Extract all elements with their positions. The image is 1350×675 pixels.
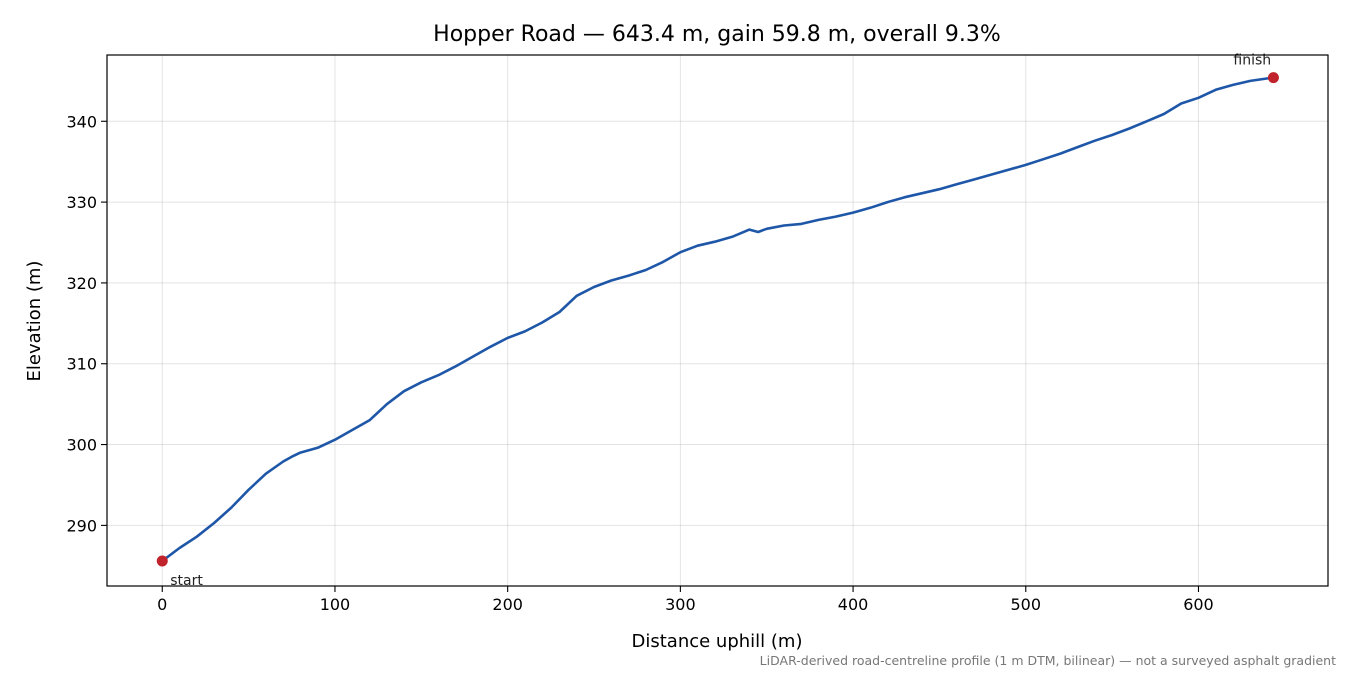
plot-area: start finish xyxy=(156,53,1279,589)
chart-title: Hopper Road — 643.4 m, gain 59.8 m, over… xyxy=(433,22,1001,47)
y-tick-label: 340 xyxy=(66,112,97,131)
y-tick-label: 310 xyxy=(66,355,97,374)
elevation-line xyxy=(161,76,1274,562)
start-label: start xyxy=(170,573,203,589)
x-tick-label: 0 xyxy=(157,595,167,614)
x-tick-label: 200 xyxy=(492,595,523,614)
plot-frame xyxy=(106,54,1329,587)
y-tick-label: 320 xyxy=(66,274,97,293)
x-tick-label: 400 xyxy=(838,595,869,614)
y-tick-label: 300 xyxy=(66,436,97,455)
x-tick-label: 100 xyxy=(320,595,351,614)
y-tick-label: 330 xyxy=(66,193,97,212)
y-axis-label: Elevation (m) xyxy=(24,261,45,382)
grid-lines xyxy=(107,55,1328,586)
start-marker xyxy=(156,555,168,567)
finish-marker xyxy=(1267,72,1279,84)
finish-label: finish xyxy=(1233,53,1271,69)
footnote: LiDAR-derived road-centreline profile (1… xyxy=(760,653,1336,668)
x-tick-label: 500 xyxy=(1010,595,1041,614)
x-tick-label: 300 xyxy=(665,595,696,614)
y-tick-label: 290 xyxy=(66,516,97,535)
x-tick-label: 600 xyxy=(1183,595,1214,614)
axis-ticks: 0 100 200 300 400 500 600 290 300 310 320 330 340 xyxy=(66,112,1213,614)
x-axis-label: Distance uphill (m) xyxy=(632,631,803,652)
